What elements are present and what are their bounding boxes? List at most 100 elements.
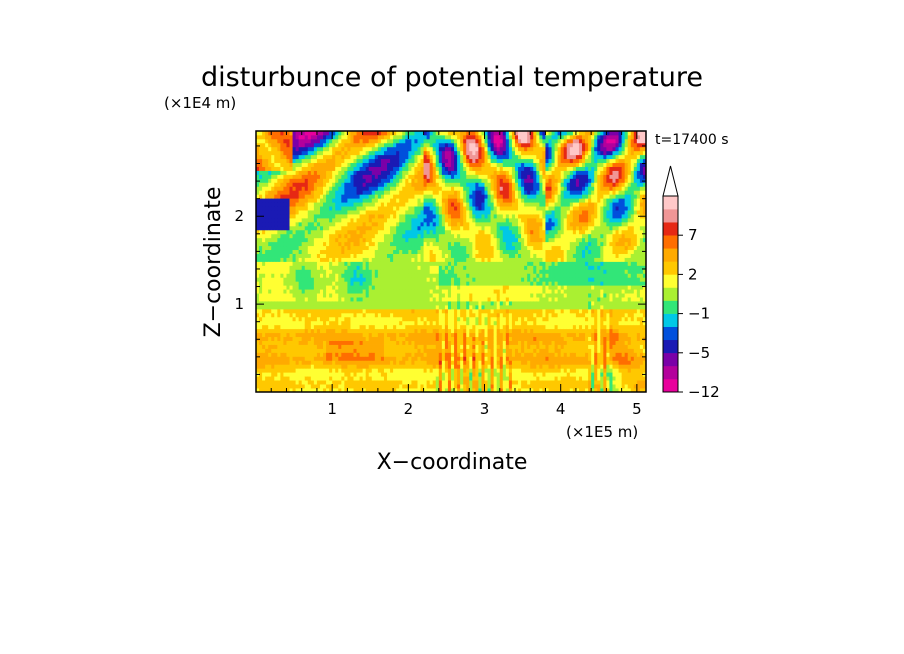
heatmap-cell	[277, 356, 281, 361]
heatmap-cell	[371, 372, 376, 377]
heatmap-cell	[319, 150, 324, 156]
heatmap-cell	[399, 162, 403, 167]
heatmap-cell	[469, 225, 473, 231]
heatmap-cell	[319, 289, 324, 294]
heatmap-cell	[332, 316, 336, 322]
heatmap-cell	[292, 206, 297, 211]
heatmap-cell	[438, 257, 443, 262]
heatmap-cell	[429, 360, 434, 365]
heatmap-cell	[481, 308, 485, 314]
heatmap-cell	[350, 178, 354, 183]
heatmap-cell	[283, 202, 287, 207]
heatmap-cell	[365, 289, 370, 294]
heatmap-cell	[454, 178, 458, 183]
heatmap-cell	[304, 249, 309, 254]
heatmap-cell	[444, 368, 449, 373]
heatmap-cell	[304, 344, 309, 349]
heatmap-cell	[329, 384, 333, 389]
heatmap-cell	[262, 146, 266, 152]
heatmap-cell	[368, 261, 373, 266]
heatmap-cell	[310, 245, 315, 251]
heatmap-cell	[383, 320, 388, 326]
heatmap-cell	[444, 289, 449, 294]
heatmap-cell	[481, 182, 485, 187]
heatmap-cell	[396, 257, 400, 262]
heatmap-cell	[256, 308, 260, 314]
heatmap-cell	[420, 190, 424, 195]
heatmap-cell	[329, 210, 333, 215]
heatmap-cell	[423, 348, 428, 353]
heatmap-cell	[414, 356, 418, 361]
heatmap-cell	[323, 293, 327, 298]
heatmap-cell	[390, 225, 394, 231]
heatmap-cell	[414, 277, 418, 282]
heatmap-cell	[298, 162, 303, 167]
heatmap-cell	[368, 368, 373, 373]
heatmap-cell	[329, 372, 333, 377]
heatmap-cell	[481, 241, 485, 247]
heatmap-cell	[283, 206, 287, 211]
heatmap-cell	[350, 293, 354, 298]
heatmap-cell	[283, 340, 287, 345]
heatmap-cell	[426, 206, 431, 211]
heatmap-cell	[283, 376, 287, 381]
heatmap-cell	[344, 340, 348, 345]
heatmap-cell	[265, 214, 269, 219]
heatmap-cell	[307, 170, 312, 175]
heatmap-cell	[411, 198, 415, 203]
heatmap-cell	[457, 305, 461, 310]
heatmap-cell	[359, 202, 364, 207]
heatmap-cell	[259, 269, 263, 274]
heatmap-cell	[435, 332, 440, 338]
heatmap-cell	[323, 265, 327, 270]
heatmap-cell	[380, 229, 385, 235]
heatmap-cell	[289, 194, 293, 199]
heatmap-cell	[463, 308, 467, 314]
heatmap-cell	[396, 265, 400, 270]
heatmap-cell	[469, 142, 473, 148]
heatmap-cell	[469, 301, 473, 306]
heatmap-cell	[259, 218, 263, 223]
heatmap-cell	[371, 328, 376, 334]
heatmap-cell	[265, 150, 269, 156]
heatmap-cell	[268, 273, 272, 278]
heatmap-cell	[319, 308, 324, 314]
heatmap-cell	[408, 332, 412, 338]
heatmap-cell	[368, 328, 373, 334]
heatmap-cell	[268, 277, 272, 282]
heatmap-cell	[484, 225, 488, 231]
heatmap-cell	[338, 312, 342, 318]
heatmap-cell	[390, 388, 394, 393]
heatmap-cell	[460, 273, 464, 278]
heatmap-cell	[280, 218, 284, 223]
heatmap-cell	[368, 174, 373, 179]
heatmap-cell	[414, 380, 418, 385]
heatmap-cell	[460, 340, 464, 345]
heatmap-cell	[472, 210, 476, 215]
heatmap-cell	[420, 237, 424, 243]
heatmap-cell	[441, 277, 446, 282]
heatmap-cell	[460, 214, 464, 219]
heatmap-cell	[374, 332, 379, 338]
heatmap-cell	[411, 372, 415, 377]
heatmap-cell	[371, 202, 376, 207]
heatmap-cell	[307, 352, 312, 357]
heatmap-cell	[478, 214, 482, 219]
heatmap-cell	[350, 261, 354, 266]
heatmap-cell	[380, 297, 385, 302]
heatmap-cell	[368, 158, 373, 164]
heatmap-cell	[298, 301, 303, 306]
heatmap-cell	[298, 281, 303, 286]
heatmap-cell	[332, 131, 336, 136]
heatmap-cell	[289, 225, 293, 231]
heatmap-cell	[353, 131, 357, 136]
heatmap-cell	[323, 324, 327, 330]
heatmap-cell	[304, 380, 309, 385]
heatmap-cell	[374, 194, 379, 199]
heatmap-cell	[316, 138, 321, 144]
heatmap-cell	[426, 158, 431, 164]
heatmap-cell	[481, 293, 485, 298]
heatmap-cell	[341, 241, 345, 247]
heatmap-cell	[286, 285, 290, 290]
heatmap-cell	[277, 261, 281, 266]
